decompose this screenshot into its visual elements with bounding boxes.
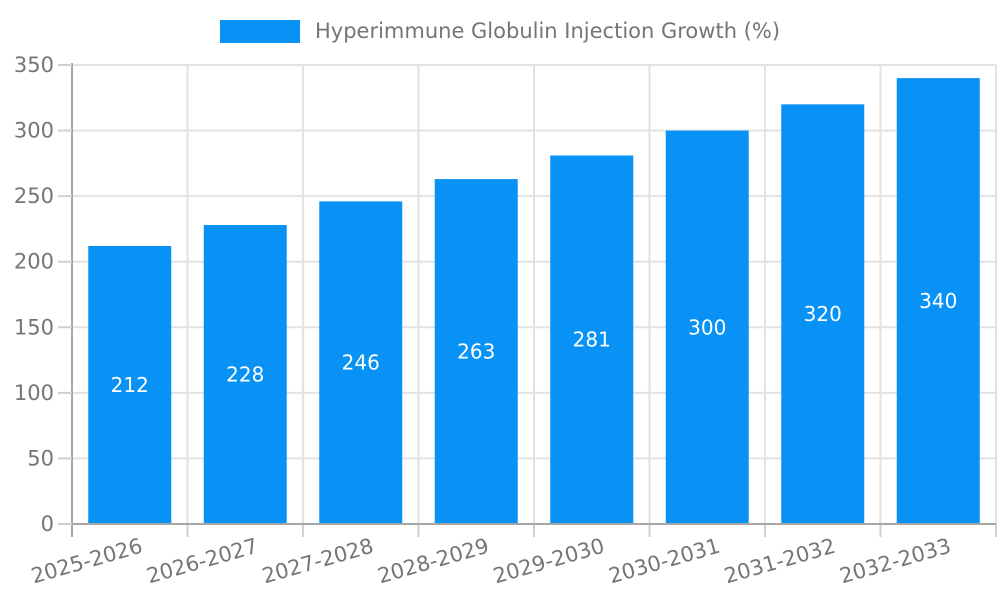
bar-value-label: 340 <box>919 289 957 313</box>
x-tick-label: 2028-2029 <box>375 534 492 589</box>
bar <box>88 245 172 524</box>
y-tick-label: 300 <box>14 119 54 143</box>
bar <box>550 155 634 524</box>
bar-value-label: 300 <box>688 315 726 339</box>
x-tick-label: 2030-2031 <box>606 534 723 589</box>
x-tick-label: 2026-2027 <box>144 534 261 589</box>
bar-value-label: 246 <box>342 351 380 375</box>
bar-value-label: 228 <box>226 362 264 386</box>
bar <box>896 78 980 524</box>
x-tick-label: 2031-2032 <box>721 534 838 589</box>
bar <box>203 224 287 524</box>
bar <box>781 104 865 524</box>
bar <box>434 179 518 524</box>
y-tick-label: 50 <box>27 446 54 470</box>
y-tick-label: 350 <box>14 53 54 77</box>
y-tick-label: 0 <box>41 512 54 536</box>
x-tick-label: 2032-2033 <box>837 534 954 589</box>
x-tick-label: 2029-2030 <box>490 534 607 589</box>
bar-value-label: 320 <box>804 302 842 326</box>
x-tick-label: 2025-2026 <box>28 534 145 589</box>
y-tick-label: 250 <box>14 184 54 208</box>
y-tick-label: 200 <box>14 250 54 274</box>
bar-value-label: 263 <box>457 340 495 364</box>
x-tick-label: 2027-2028 <box>259 534 376 589</box>
bar-value-label: 212 <box>111 373 149 397</box>
y-tick-label: 100 <box>14 381 54 405</box>
bar <box>319 201 403 525</box>
bar-value-label: 281 <box>573 328 611 352</box>
bar <box>665 130 749 525</box>
y-tick-label: 150 <box>14 315 54 339</box>
